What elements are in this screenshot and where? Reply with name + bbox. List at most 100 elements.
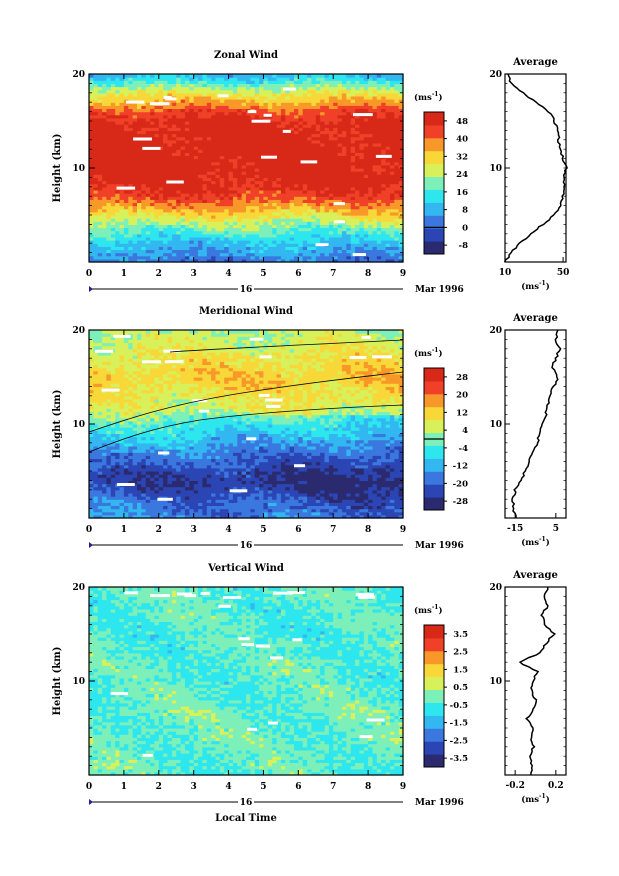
field-cell [150, 184, 155, 188]
field-cell [281, 165, 286, 169]
field-cell [329, 221, 334, 225]
field-cell [128, 109, 133, 113]
field-cell [320, 146, 325, 150]
field-cell [290, 137, 295, 141]
field-cell [111, 156, 116, 160]
field-cell [154, 156, 159, 160]
field-cell [277, 184, 282, 188]
field-cell [377, 250, 382, 254]
field-cell [311, 99, 316, 103]
field-cell [120, 221, 125, 225]
field-cell [124, 109, 129, 113]
field-cell [146, 240, 151, 244]
field-cell [202, 203, 207, 207]
field-cell [364, 137, 369, 141]
field-cell [320, 203, 325, 207]
field-cell [311, 137, 316, 141]
field-cell [106, 184, 111, 188]
field-cell [220, 184, 225, 188]
field-cell [394, 184, 399, 188]
field-cell [120, 80, 125, 84]
field-cell [111, 109, 116, 113]
field-cell [290, 506, 295, 510]
field-cell [250, 146, 255, 150]
field-cell [359, 80, 364, 84]
field-cell [294, 496, 299, 500]
field-cell [181, 99, 186, 103]
field-cell [294, 240, 299, 244]
field-cell [377, 137, 382, 141]
field-cell [390, 90, 395, 94]
field-cell [211, 240, 216, 244]
field-cell [124, 231, 129, 235]
field-cell [176, 203, 181, 207]
field-cell [263, 165, 268, 169]
field-cell [211, 156, 216, 160]
field-cell [146, 250, 151, 254]
field-cell [93, 193, 98, 197]
field-cell [263, 184, 268, 188]
field-cell [172, 80, 177, 84]
field-cell [133, 250, 138, 254]
field-cell [220, 127, 225, 131]
field-cell [202, 184, 207, 188]
field-cell [133, 240, 138, 244]
field-cell [124, 193, 129, 197]
field-cell [355, 231, 360, 235]
field-cell [268, 506, 273, 510]
field-cell [194, 231, 199, 235]
field-cell [237, 118, 242, 122]
field-cell [338, 137, 343, 141]
field-cell [185, 231, 190, 235]
field-cell [237, 174, 242, 178]
field-cell [377, 165, 382, 169]
field-cell [268, 137, 273, 141]
field-cell [316, 193, 321, 197]
field-cell [207, 137, 212, 141]
field-cell [246, 90, 251, 94]
field-cell [268, 90, 273, 94]
field-cell [133, 221, 138, 225]
field-cell [272, 212, 277, 216]
field-cell [390, 231, 395, 235]
field-cell [329, 240, 334, 244]
field-cell [294, 193, 299, 197]
field-cell [290, 118, 295, 122]
field-cell [346, 156, 351, 160]
field-cell [342, 156, 347, 160]
field-cell [181, 165, 186, 169]
field-cell [250, 99, 255, 103]
field-cell [298, 127, 303, 131]
field-cell [294, 146, 299, 150]
field-cell [351, 506, 356, 510]
field-cell [325, 193, 330, 197]
field-cell [381, 109, 386, 113]
field-cell [237, 193, 242, 197]
field-cell [390, 137, 395, 141]
field-cell [233, 496, 238, 500]
field-cell [285, 212, 290, 216]
field-cell [285, 203, 290, 207]
field-cell [207, 212, 212, 216]
field-cell [303, 137, 308, 141]
field-cell [128, 250, 133, 254]
field-cell [115, 221, 120, 225]
field-cell [390, 118, 395, 122]
field-cell [386, 174, 391, 178]
colorbar-label: 40 [456, 135, 468, 145]
field-cell [111, 80, 116, 84]
colorbar-label: 16 [456, 188, 468, 198]
field-cell [316, 137, 321, 141]
field-cell [307, 146, 312, 150]
field-cell [133, 193, 138, 197]
field-cell [237, 231, 242, 235]
field-cell [268, 184, 273, 188]
field-cell [338, 127, 343, 131]
field-cell [351, 221, 356, 225]
field-cell [346, 118, 351, 122]
field-cell [98, 221, 103, 225]
field-cell [364, 250, 369, 254]
field-cell [137, 240, 142, 244]
field-cell [189, 137, 194, 141]
field-cell [359, 109, 364, 113]
